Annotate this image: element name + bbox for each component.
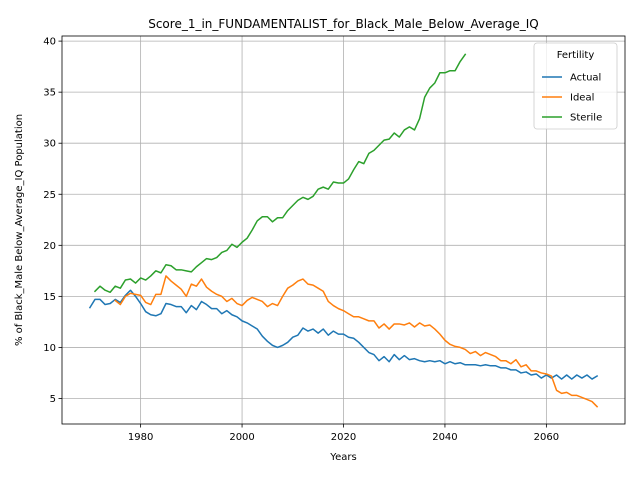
y-tick-label: 25 bbox=[43, 190, 56, 201]
legend-title: Fertility bbox=[557, 50, 595, 61]
y-tick-label: 35 bbox=[43, 88, 56, 99]
y-tick-label: 15 bbox=[43, 292, 56, 303]
x-tick-label: 1980 bbox=[128, 432, 153, 443]
series-line-actual bbox=[88, 289, 599, 380]
series-line-ideal bbox=[114, 275, 599, 408]
legend-label-ideal: Ideal bbox=[570, 93, 594, 104]
legend-box bbox=[533, 42, 618, 130]
legend-label-sterile: Sterile bbox=[570, 113, 602, 124]
y-tick-label: 30 bbox=[43, 139, 56, 150]
series-line-sterile bbox=[93, 53, 467, 294]
y-tick-label: 40 bbox=[43, 37, 56, 48]
y-tick-label: 20 bbox=[43, 241, 56, 252]
x-tick-label: 2000 bbox=[229, 432, 254, 443]
grid-lines bbox=[62, 36, 625, 424]
y-tick-label: 10 bbox=[43, 343, 56, 354]
chart-title: Score_1_in_FUNDAMENTALIST_for_Black_Male… bbox=[148, 17, 539, 31]
legend-items: Actual Ideal Sterile bbox=[542, 73, 602, 124]
x-tick-label: 2060 bbox=[534, 432, 559, 443]
x-tick-label: 2020 bbox=[331, 432, 356, 443]
x-axis-label: Years bbox=[329, 452, 356, 463]
legend-label-actual: Actual bbox=[570, 73, 601, 84]
legend: Fertility Actual Ideal Sterile bbox=[533, 42, 618, 130]
x-tick-label: 2040 bbox=[432, 432, 457, 443]
axis-ticks: 1980 2000 2020 2040 2060 5 10 15 20 25 30 35 40 bbox=[43, 37, 559, 443]
series-lines bbox=[88, 53, 599, 408]
y-tick-label: 5 bbox=[50, 394, 56, 405]
y-axis-label: % of Black_Male Below_Average_IQ Populat… bbox=[14, 114, 25, 346]
